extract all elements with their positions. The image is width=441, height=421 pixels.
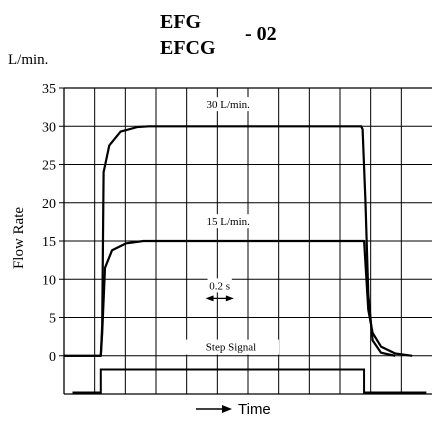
series-label: 30 L/min. — [206, 99, 250, 111]
y-tick-label: 20 — [42, 197, 56, 212]
x-axis-label: Time — [238, 401, 271, 418]
y-tick-label: 25 — [42, 159, 56, 174]
y-tick-label: 15 — [42, 235, 56, 250]
y-axis-label: Flow Rate — [11, 207, 27, 269]
grid — [63, 87, 432, 395]
series-labels: 30 L/min. 15 L/min. — [198, 97, 259, 229]
series-label: 15 L/min. — [206, 216, 250, 228]
time-arrow-head — [222, 405, 232, 413]
series-label-bg — [198, 97, 259, 112]
step-signal-label: Step Signal — [206, 342, 256, 354]
step-signal-line — [72, 368, 427, 394]
chart-title-suffix: - 02 — [245, 23, 277, 45]
series-line — [64, 239, 413, 357]
step-signal-label-bg — [183, 339, 280, 355]
y-tick-labels: 35 30 25 20 15 10 5 0 — [42, 82, 64, 365]
chart-title-line2: EFCG — [160, 37, 216, 59]
y-tick-label: 5 — [49, 312, 56, 327]
series-label-bg — [198, 214, 259, 229]
interval-arrow-left — [205, 295, 214, 302]
interval-arrow-right — [225, 295, 234, 302]
chart-title-line1: EFG — [160, 11, 202, 33]
series-lines — [64, 125, 427, 394]
interval-label-bg — [207, 278, 232, 293]
y-tick-label: 35 — [42, 82, 56, 97]
y-tick-label: 0 — [49, 350, 56, 365]
interval-label: 0.2 s — [209, 280, 230, 292]
y-tick-label: 30 — [42, 120, 56, 135]
y-unit-label: L/min. — [8, 52, 48, 68]
y-tick-label: 10 — [42, 273, 56, 288]
interval-arrows — [205, 295, 234, 302]
